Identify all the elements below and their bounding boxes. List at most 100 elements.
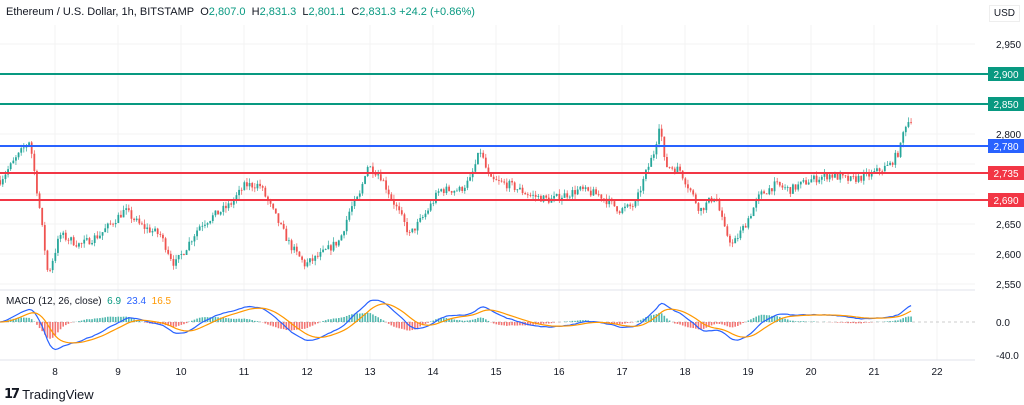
macd-histogram-bar xyxy=(739,322,742,325)
candle xyxy=(28,142,30,146)
macd-histogram-bar xyxy=(12,318,15,322)
candle xyxy=(120,214,122,218)
candle xyxy=(849,176,852,181)
macd-histogram-bar xyxy=(800,321,802,322)
candle xyxy=(736,238,739,239)
candle xyxy=(104,228,107,233)
macd-histogram-bar xyxy=(498,322,500,325)
macd-line-value: 23.4 xyxy=(126,296,147,307)
macd-histogram-bar xyxy=(786,319,789,322)
macd-histogram-bar xyxy=(225,318,227,322)
macd-histogram-bar xyxy=(88,319,91,322)
candle xyxy=(78,243,80,247)
time-axis-label: 13 xyxy=(364,367,376,378)
time-axis-label: 16 xyxy=(553,367,565,378)
candle xyxy=(461,186,464,191)
level-badge xyxy=(988,193,1024,207)
macd-histogram-bar xyxy=(658,312,660,322)
level-label: 2,780 xyxy=(993,142,1018,153)
macd-title: MACD (12, 26, close) xyxy=(6,296,102,307)
candle xyxy=(618,211,621,214)
macd-histogram-bar xyxy=(474,318,477,322)
macd-histogram-bar xyxy=(91,319,93,322)
candle xyxy=(20,148,23,153)
candle xyxy=(792,184,794,194)
candle xyxy=(1,179,4,185)
macd-histogram-bar xyxy=(495,322,498,325)
candle xyxy=(248,183,251,187)
candle xyxy=(164,238,167,250)
macd-histogram-bar xyxy=(689,322,692,328)
macd-histogram-bar xyxy=(666,318,668,322)
macd-signal-value: 16.5 xyxy=(151,296,172,307)
candle xyxy=(768,188,771,195)
candle xyxy=(471,171,474,178)
candle xyxy=(327,245,330,250)
macd-histogram-bar xyxy=(839,322,841,323)
candle xyxy=(542,195,545,202)
macd-histogram-bar xyxy=(57,322,59,333)
macd-histogram-bar xyxy=(170,322,172,327)
candle xyxy=(146,227,149,229)
candle xyxy=(345,219,348,232)
candle xyxy=(133,218,135,221)
macd-histogram-bar xyxy=(855,322,857,324)
macd-histogram-bar xyxy=(797,321,799,322)
candle xyxy=(668,167,671,168)
candle xyxy=(789,187,792,194)
candle xyxy=(432,202,435,204)
candle xyxy=(676,166,679,173)
macd-histogram-bar xyxy=(752,317,755,322)
level-badge xyxy=(988,97,1024,111)
macd-histogram-bar xyxy=(387,322,390,324)
candle xyxy=(172,258,175,266)
candle xyxy=(650,157,653,167)
macd-histogram-bar xyxy=(191,320,193,322)
macd-histogram-bar xyxy=(44,322,46,335)
macd-histogram-bar xyxy=(655,314,658,322)
time-axis-label: 14 xyxy=(427,367,439,378)
macd-histogram-bar xyxy=(277,322,280,329)
macd-histogram-bar xyxy=(784,318,786,322)
candle xyxy=(579,186,582,190)
high-label: H xyxy=(251,6,260,18)
macd-histogram-bar xyxy=(571,320,574,322)
signal-line xyxy=(0,303,912,344)
macd-histogram-bar xyxy=(196,318,198,322)
macd-histogram-bar xyxy=(477,317,479,322)
macd-histogram-bar xyxy=(781,317,784,322)
macd-histogram-bar xyxy=(692,322,694,329)
currency-button[interactable]: USD xyxy=(988,5,1020,22)
macd-histogram-bar xyxy=(731,322,734,328)
candle xyxy=(80,243,83,245)
macd-histogram-bar xyxy=(852,322,855,324)
candle xyxy=(721,210,723,217)
macd-histogram-bar xyxy=(427,322,429,323)
tradingview-logo[interactable]: 17 TradingView xyxy=(4,387,94,402)
macd-histogram-bar xyxy=(353,313,356,322)
candle xyxy=(805,180,807,185)
candle xyxy=(364,176,366,184)
macd-histogram-bar xyxy=(146,322,148,323)
candle xyxy=(477,152,479,165)
candle xyxy=(891,162,894,165)
macd-histogram-bar xyxy=(306,322,309,328)
candle xyxy=(731,242,734,244)
candle xyxy=(763,191,765,194)
macd-histogram-bar xyxy=(38,322,41,329)
macd-histogram-bar xyxy=(794,321,797,322)
candle xyxy=(813,175,815,180)
macd-histogram-bar xyxy=(25,317,28,322)
candle xyxy=(351,206,353,212)
macd-histogram-bar xyxy=(687,322,689,328)
candle xyxy=(658,128,660,145)
candle xyxy=(67,239,70,241)
candle xyxy=(757,194,760,201)
macd-histogram-bar xyxy=(857,322,860,324)
candle xyxy=(83,239,86,244)
price-axis-label: 2,600 xyxy=(996,250,1021,261)
macd-histogram-bar xyxy=(464,320,466,322)
candle xyxy=(828,174,831,180)
candle xyxy=(537,195,540,197)
